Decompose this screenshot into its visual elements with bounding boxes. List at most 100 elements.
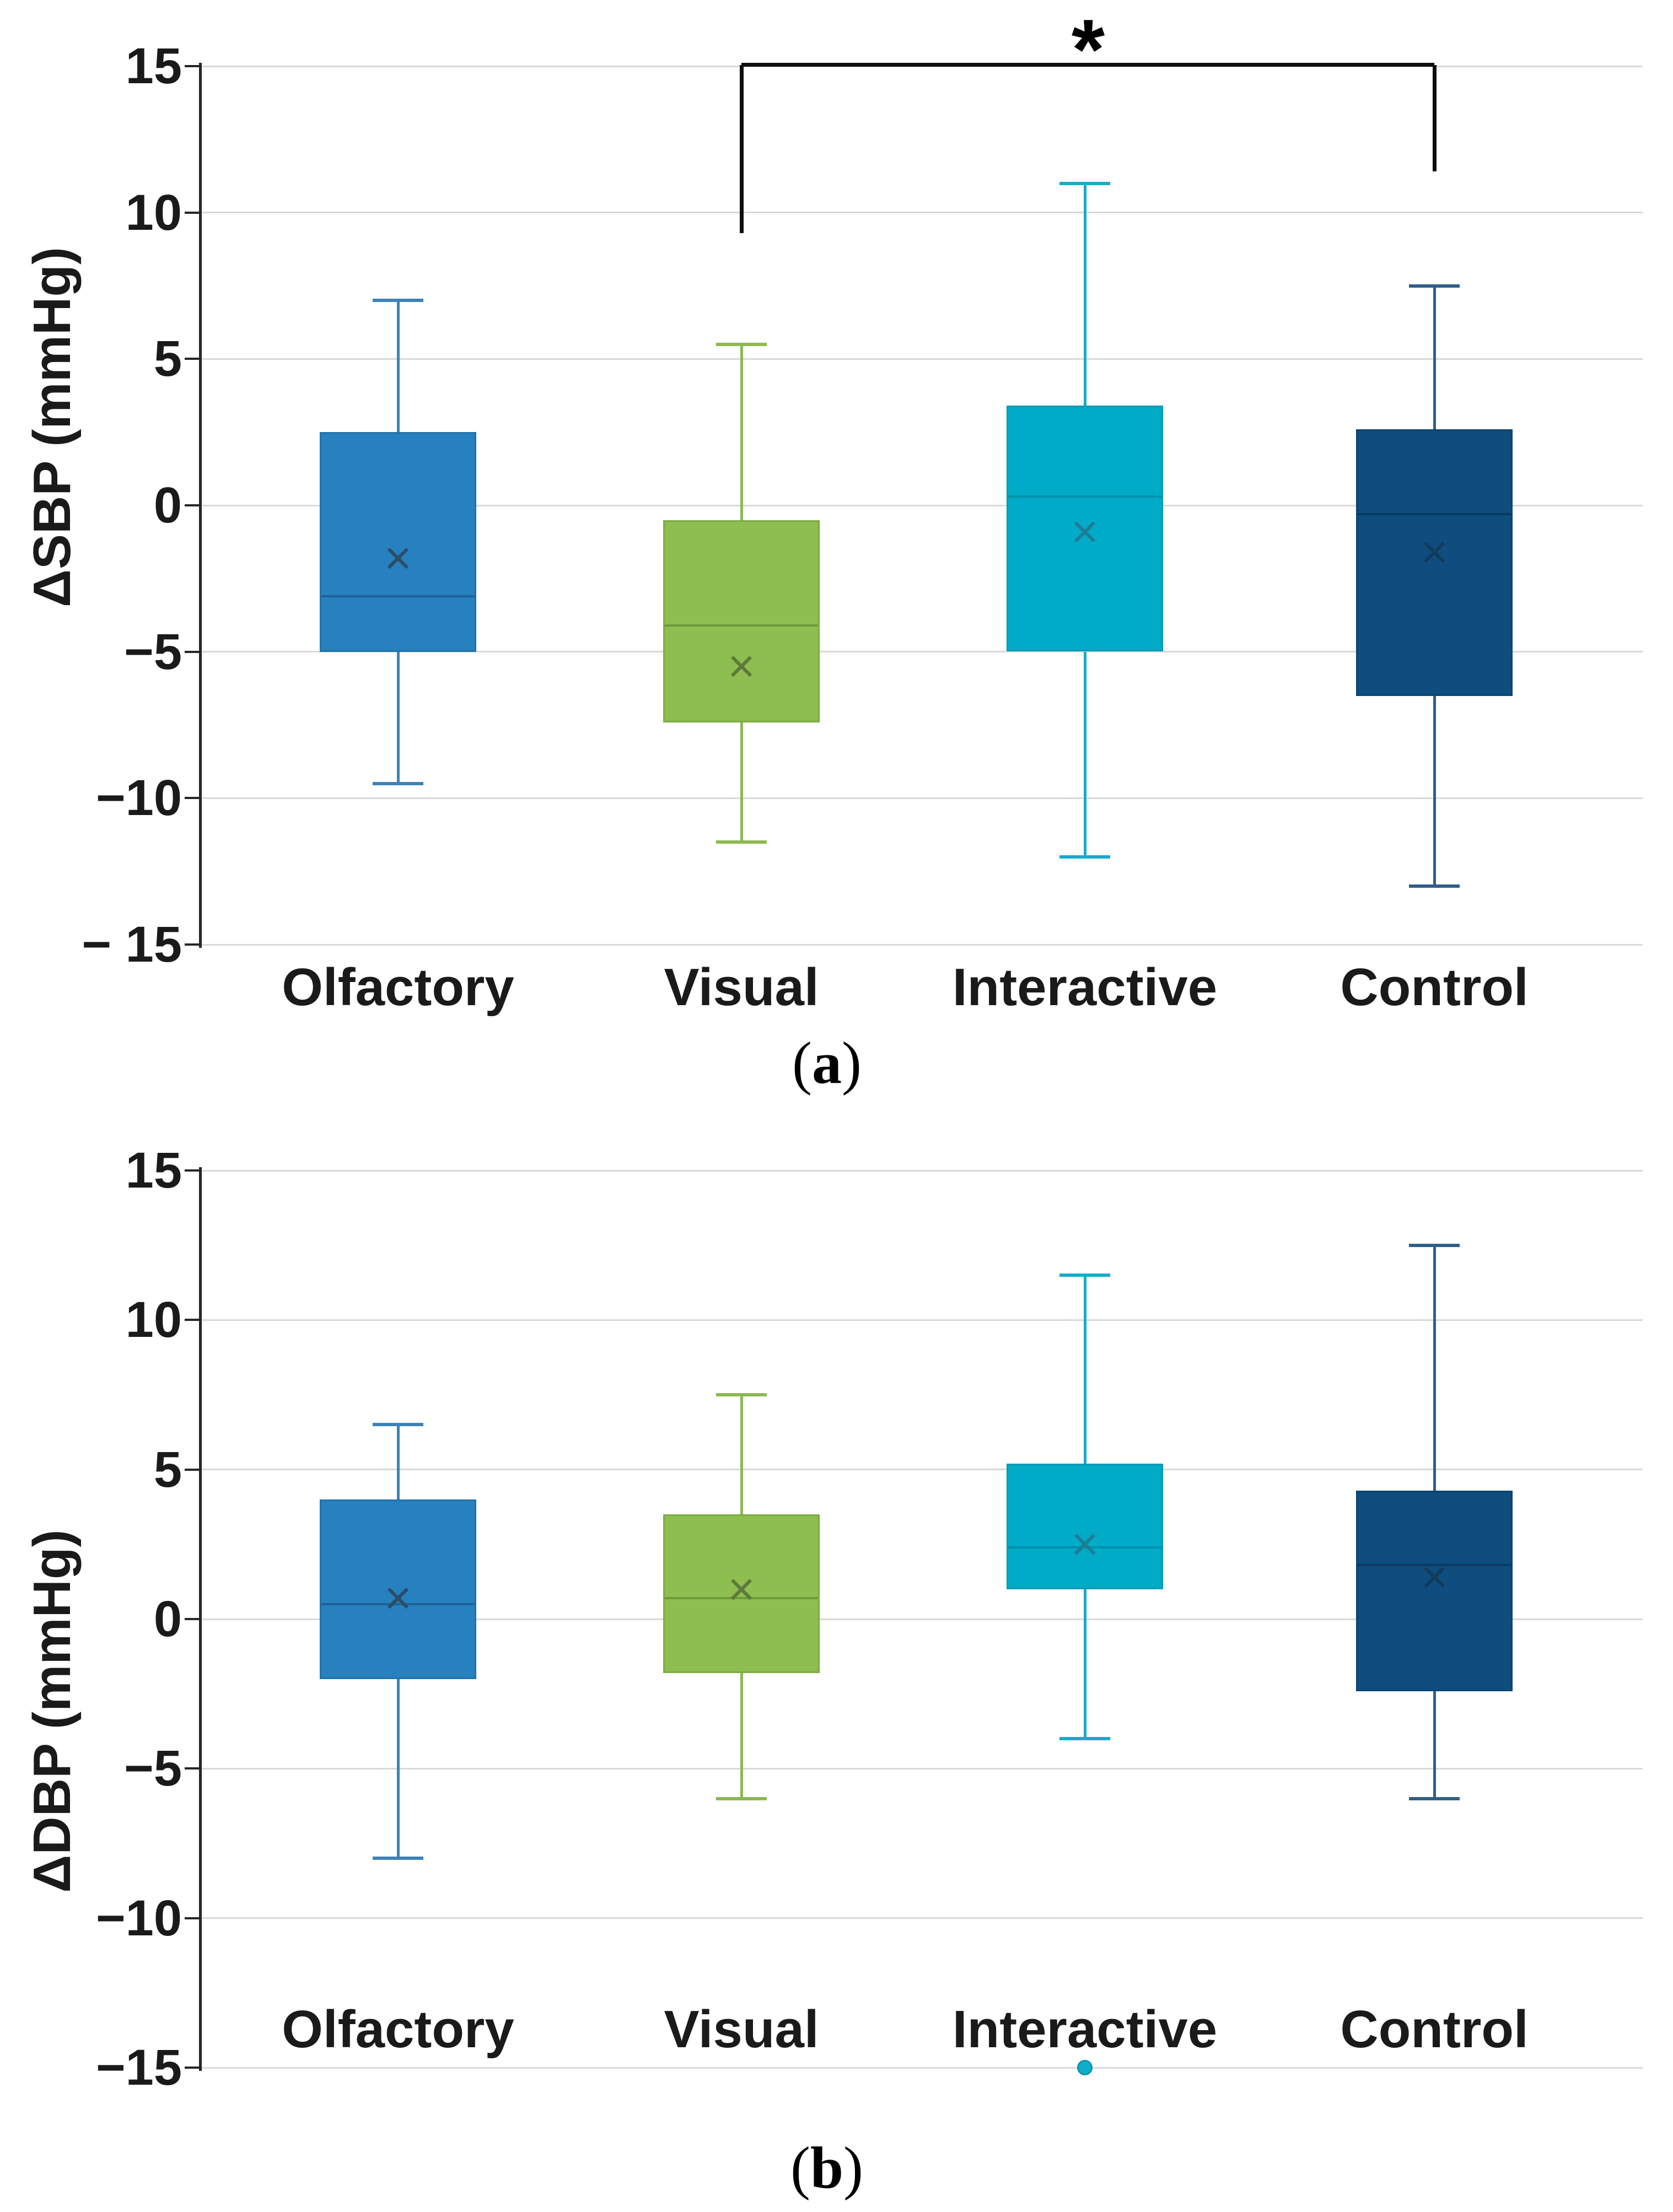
whisker-lower-olfactory bbox=[397, 652, 400, 784]
y-axis-line bbox=[199, 1167, 202, 2071]
gridline bbox=[200, 505, 1643, 506]
caption-a: (a) bbox=[661, 1026, 992, 1101]
y-axis-tick bbox=[185, 1618, 200, 1620]
median-line-control bbox=[1358, 513, 1511, 515]
significance-asterisk: * bbox=[1071, 2, 1105, 97]
whisker-upper-visual bbox=[740, 344, 743, 520]
y-tick-label: 0 bbox=[153, 1591, 182, 1647]
y-tick-label: −5 bbox=[124, 624, 182, 680]
caption-b-open-paren: ( bbox=[790, 2135, 810, 2201]
whisker-lower-control bbox=[1433, 695, 1436, 886]
gridline bbox=[200, 944, 1643, 946]
median-line-olfactory bbox=[321, 1603, 475, 1605]
whisker-upper-olfactory bbox=[397, 1425, 400, 1499]
y-axis-tick bbox=[185, 1169, 200, 1172]
whisker-cap-lower-interactive bbox=[1059, 1737, 1110, 1740]
mean-x-marker-interactive: × bbox=[1070, 505, 1099, 558]
whisker-cap-upper-visual bbox=[716, 343, 767, 346]
median-line-visual bbox=[665, 624, 818, 627]
whisker-upper-interactive bbox=[1084, 184, 1086, 406]
y-tick-label: 15 bbox=[125, 38, 182, 94]
y-tick-label: 5 bbox=[153, 1442, 182, 1498]
whisker-cap-upper-control bbox=[1409, 1244, 1460, 1247]
whisker-cap-lower-interactive bbox=[1059, 855, 1110, 859]
y-tick-label: 10 bbox=[125, 185, 182, 241]
gridline bbox=[200, 797, 1643, 799]
whisker-lower-interactive bbox=[1084, 1589, 1086, 1739]
whisker-cap-upper-olfactory bbox=[373, 299, 423, 302]
box-visual bbox=[663, 520, 820, 722]
y-axis-tick bbox=[185, 1767, 200, 1769]
caption-a-open-paren: ( bbox=[792, 1031, 812, 1096]
box-olfactory bbox=[320, 1499, 476, 1679]
y-axis-tick bbox=[185, 358, 200, 360]
y-axis-line bbox=[199, 63, 202, 948]
gridline bbox=[200, 1768, 1643, 1769]
category-label-control: Control bbox=[1340, 2000, 1529, 2059]
whisker-upper-control bbox=[1433, 286, 1436, 429]
y-axis-tick bbox=[185, 943, 200, 946]
y-tick-label: −10 bbox=[95, 770, 182, 826]
category-label-olfactory: Olfactory bbox=[282, 958, 514, 1017]
caption-a-close-paren: ) bbox=[842, 1031, 862, 1096]
whisker-cap-upper-olfactory bbox=[373, 1423, 423, 1426]
mean-x-marker-interactive: × bbox=[1070, 1518, 1099, 1571]
gridline bbox=[200, 212, 1643, 213]
whisker-cap-lower-visual bbox=[716, 840, 767, 844]
gridline bbox=[200, 1469, 1643, 1470]
y-axis-tick bbox=[185, 2067, 200, 2069]
median-line-interactive bbox=[1008, 495, 1161, 498]
caption-b-close-paren: ) bbox=[843, 2135, 863, 2201]
category-label-interactive: Interactive bbox=[952, 2000, 1218, 2059]
median-line-control bbox=[1358, 1564, 1511, 1566]
y-axis-tick bbox=[185, 1319, 200, 1321]
y-axis-tick bbox=[185, 797, 200, 799]
gridline bbox=[200, 1618, 1643, 1620]
caption-b: (b) bbox=[661, 2131, 992, 2206]
whisker-cap-upper-control bbox=[1409, 284, 1460, 288]
whisker-upper-interactive bbox=[1084, 1275, 1086, 1464]
mean-x-marker-visual: × bbox=[727, 1563, 756, 1616]
gridline bbox=[200, 1319, 1643, 1321]
outlier-point-interactive bbox=[1077, 2060, 1093, 2075]
whisker-cap-lower-visual bbox=[716, 1797, 767, 1800]
whisker-cap-lower-olfactory bbox=[373, 1857, 423, 1860]
box-visual bbox=[663, 1514, 820, 1673]
gridline bbox=[200, 1917, 1643, 1919]
category-label-interactive: Interactive bbox=[952, 958, 1218, 1017]
gridline bbox=[200, 651, 1643, 652]
box-olfactory bbox=[320, 432, 476, 652]
whisker-lower-olfactory bbox=[397, 1679, 400, 1859]
whisker-cap-upper-interactive bbox=[1059, 182, 1110, 185]
y-tick-label: −15 bbox=[95, 2040, 182, 2096]
y-tick-label: 0 bbox=[153, 477, 182, 533]
mean-x-marker-control: × bbox=[1420, 526, 1449, 579]
whisker-cap-lower-control bbox=[1409, 884, 1460, 888]
mean-x-marker-visual: × bbox=[727, 640, 756, 693]
gridline bbox=[200, 1170, 1643, 1172]
median-line-olfactory bbox=[321, 595, 475, 597]
y-axis-title: ΔDBP (mmHg) bbox=[23, 1529, 82, 1893]
box-interactive bbox=[1007, 406, 1163, 651]
whisker-cap-lower-olfactory bbox=[373, 782, 423, 785]
y-tick-label: 10 bbox=[125, 1292, 182, 1348]
mean-x-marker-olfactory: × bbox=[384, 1572, 412, 1625]
whisker-lower-control bbox=[1433, 1691, 1436, 1798]
y-axis-tick bbox=[185, 212, 200, 214]
whisker-lower-interactive bbox=[1084, 652, 1086, 857]
whisker-lower-visual bbox=[740, 722, 743, 842]
box-control bbox=[1356, 429, 1513, 696]
y-tick-label: 15 bbox=[125, 1142, 182, 1199]
y-axis-tick bbox=[185, 1469, 200, 1471]
y-tick-label: −5 bbox=[124, 1740, 182, 1796]
median-line-visual bbox=[665, 1597, 818, 1599]
whisker-cap-upper-interactive bbox=[1059, 1274, 1110, 1277]
y-axis-tick bbox=[185, 1917, 200, 1919]
significance-bracket-bar bbox=[741, 63, 1434, 67]
category-label-control: Control bbox=[1340, 958, 1529, 1017]
whisker-lower-visual bbox=[740, 1673, 743, 1799]
y-axis-tick bbox=[185, 651, 200, 653]
category-label-visual: Visual bbox=[664, 2000, 819, 2059]
whisker-upper-olfactory bbox=[397, 300, 400, 432]
